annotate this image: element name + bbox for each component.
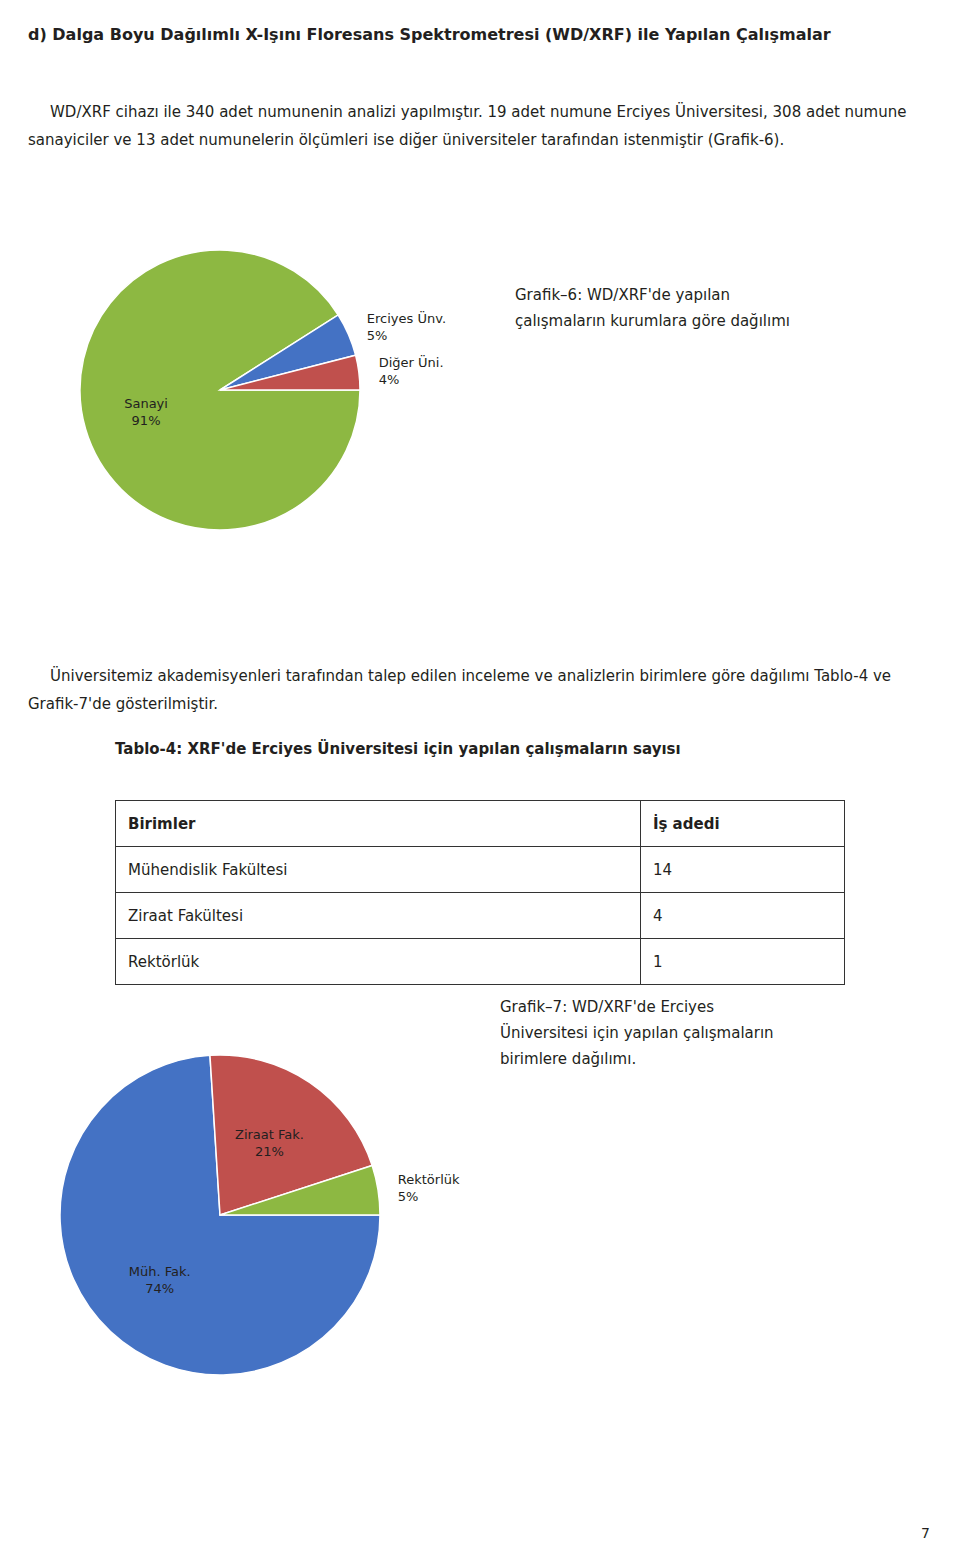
slice-category-label: Ziraat Fak. xyxy=(235,1127,304,1142)
labels: Müh. Fak. 74% Ziraat Fak. 21% Rektörlük 5% xyxy=(129,1127,460,1296)
table-cell: Ziraat Fakültesi xyxy=(116,893,641,939)
paragraph: Üniversitemiz akademisyenleri tarafından… xyxy=(28,662,932,718)
slice-value-label: 5% xyxy=(398,1189,419,1204)
slice-category-label: Erciyes Ünv. xyxy=(367,310,446,326)
slice-value-label: 4% xyxy=(379,372,400,387)
table-header: Birimler xyxy=(116,801,641,847)
slices xyxy=(60,1055,380,1375)
table-header-row: Birimlerİş adedi xyxy=(116,801,845,847)
pie-slice xyxy=(220,355,360,390)
pie-chart: Sanayi 91% Erciyes Ünv. 5% Diğer Üni. 4% xyxy=(0,200,480,580)
labels: Sanayi 91% Erciyes Ünv. 5% Diğer Üni. 4% xyxy=(124,310,446,428)
table-cell: 14 xyxy=(640,847,844,893)
slice-category-label: Rektörlük xyxy=(398,1172,460,1187)
paragraph: WD/XRF cihazı ile 340 adet numunenin ana… xyxy=(28,98,932,154)
slice-value-label: 5% xyxy=(367,328,388,343)
table-cell: 4 xyxy=(640,893,844,939)
pie-slice xyxy=(220,1166,380,1215)
table-row: Ziraat Fakültesi4 xyxy=(116,893,845,939)
slice-value-label: 91% xyxy=(132,413,161,428)
table-cell: Mühendislik Fakültesi xyxy=(116,847,641,893)
table-row: Mühendislik Fakültesi14 xyxy=(116,847,845,893)
slice-category-label: Diğer Üni. xyxy=(379,354,444,370)
slice-category-label: Müh. Fak. xyxy=(129,1264,191,1279)
table-cell: 1 xyxy=(640,939,844,985)
pie-slice xyxy=(60,1055,380,1375)
chart-caption: Grafik–6: WD/XRF'de yapılan çalışmaların… xyxy=(515,282,815,334)
pie-chart: Müh. Fak. 74% Ziraat Fak. 21% Rektörlük 5% xyxy=(0,1010,490,1430)
chart-caption: Grafik–7: WD/XRF'de Erciyes Üniversitesi… xyxy=(500,994,800,1072)
table-title: Tablo-4: XRF'de Erciyes Üniversitesi içi… xyxy=(115,740,845,758)
table-header: İş adedi xyxy=(640,801,844,847)
slice-value-label: 74% xyxy=(145,1281,174,1296)
pie-slice xyxy=(80,250,360,530)
table-cell: Rektörlük xyxy=(116,939,641,985)
page-title: d) Dalga Boyu Dağılımlı X-Işını Floresan… xyxy=(28,20,932,50)
table-row: Rektörlük1 xyxy=(116,939,845,985)
table: Birimlerİş adediMühendislik Fakültesi14Z… xyxy=(115,800,845,985)
slice-value-label: 21% xyxy=(255,1144,284,1159)
slice-category-label: Sanayi xyxy=(124,396,168,411)
slices xyxy=(80,250,360,530)
page-number: 7 xyxy=(921,1525,930,1541)
